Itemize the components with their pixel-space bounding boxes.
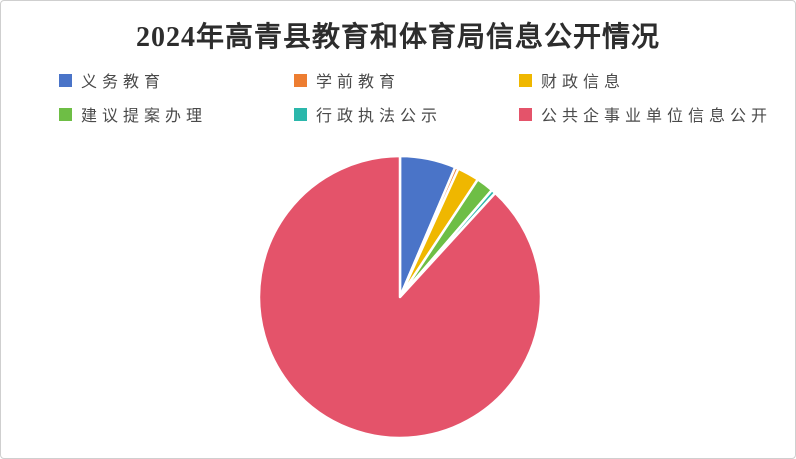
legend-label: 财政信息 [541, 74, 626, 91]
legend-item-compulsory-education[interactable]: 义务教育 [59, 68, 294, 92]
legend: 义务教育 学前教育 财政信息 建议提案办理 行政执法公示 公共企事业单位信息公开 [59, 63, 775, 131]
legend-swatch-teal [294, 107, 307, 121]
legend-swatch-red [519, 107, 532, 121]
legend-swatch-yellow [519, 73, 532, 87]
legend-item-law-enforcement-publicity[interactable]: 行政执法公示 [294, 102, 519, 126]
pie-slice-公共企事业单位信息公开[interactable] [257, 154, 543, 440]
legend-item-proposal-handling[interactable]: 建议提案办理 [59, 102, 294, 126]
legend-swatch-orange [294, 73, 307, 87]
legend-item-preschool-education[interactable]: 学前教育 [294, 68, 519, 92]
legend-label: 义务教育 [81, 74, 166, 91]
legend-swatch-green [59, 107, 72, 121]
legend-swatch-blue [59, 73, 72, 87]
legend-item-public-institution-disclosure[interactable]: 公共企事业单位信息公开 [519, 102, 775, 126]
chart-title: 2024年高青县教育和体育局信息公开情况 [135, 22, 660, 53]
legend-item-fiscal-information[interactable]: 财政信息 [519, 68, 775, 92]
legend-label: 公共企事业单位信息公开 [541, 108, 773, 125]
legend-label: 行政执法公示 [316, 108, 443, 125]
legend-label: 学前教育 [316, 74, 401, 91]
legend-label: 建议提案办理 [81, 108, 208, 125]
